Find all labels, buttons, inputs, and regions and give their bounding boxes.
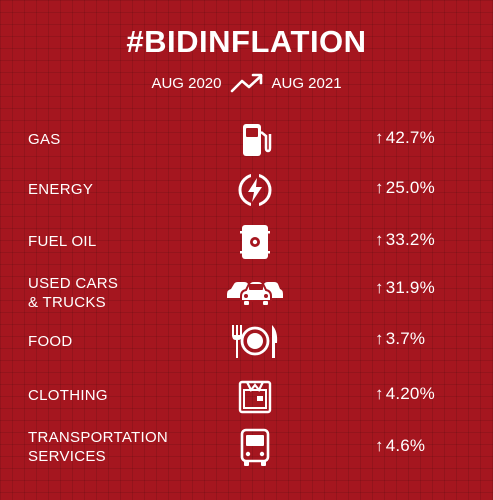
bus-icon bbox=[225, 428, 285, 468]
list-item: FOOD ↑ 3.7% bbox=[0, 320, 493, 362]
item-change: ↑ 33.2% bbox=[375, 230, 435, 250]
item-label: FUEL OIL bbox=[28, 233, 97, 250]
item-change: ↑ 4.6% bbox=[375, 436, 425, 456]
up-arrow-icon: ↑ bbox=[375, 128, 384, 147]
change-value: 3.7% bbox=[385, 329, 426, 348]
change-value: 31.9% bbox=[385, 278, 435, 297]
up-arrow-icon: ↑ bbox=[375, 384, 384, 403]
item-label: TRANSPORTATION SERVICES bbox=[28, 429, 169, 465]
list-item: USED CARS & TRUCKS ↑ 31.9% bbox=[0, 272, 493, 316]
cars-icon bbox=[225, 274, 285, 306]
list-item: TRANSPORTATION SERVICES ↑ 4.6% bbox=[0, 426, 493, 470]
list-item: FUEL OIL ↑ 33.2% bbox=[0, 222, 493, 262]
shirt-box-icon bbox=[225, 376, 285, 414]
from-date: AUG 2020 bbox=[151, 74, 222, 92]
to-date: AUG 2021 bbox=[271, 74, 342, 92]
item-label: USED CARS & TRUCKS bbox=[28, 275, 119, 311]
change-value: 42.7% bbox=[385, 128, 435, 147]
item-change: ↑ 4.20% bbox=[375, 384, 435, 404]
change-value: 33.2% bbox=[385, 230, 435, 249]
item-change: ↑ 25.0% bbox=[375, 178, 435, 198]
list-item: GAS ↑ 42.7% bbox=[0, 120, 493, 160]
gas-pump-icon bbox=[225, 120, 285, 160]
change-value: 25.0% bbox=[385, 178, 435, 197]
page-title: #BIDINFLATION bbox=[126, 24, 367, 59]
lightning-bolt-icon bbox=[225, 171, 285, 209]
item-label: CLOTHING bbox=[28, 387, 108, 404]
change-value: 4.6% bbox=[385, 436, 426, 455]
date-range: AUG 2020 AUG 2021 bbox=[0, 72, 493, 94]
up-arrow-icon: ↑ bbox=[375, 278, 384, 297]
item-label: ENERGY bbox=[28, 181, 94, 198]
up-arrow-icon: ↑ bbox=[375, 329, 384, 348]
item-label: GAS bbox=[28, 131, 61, 148]
item-change: ↑ 42.7% bbox=[375, 128, 435, 148]
item-label: FOOD bbox=[28, 333, 73, 350]
up-arrow-icon: ↑ bbox=[375, 230, 384, 249]
up-arrow-icon: ↑ bbox=[375, 178, 384, 197]
list-item: CLOTHING ↑ 4.20% bbox=[0, 374, 493, 416]
list-item: ENERGY ↑ 25.0% bbox=[0, 170, 493, 210]
change-value: 4.20% bbox=[385, 384, 435, 403]
trending-up-icon bbox=[230, 73, 262, 93]
up-arrow-icon: ↑ bbox=[375, 436, 384, 455]
fork-plate-knife-icon bbox=[225, 321, 285, 361]
item-change: ↑ 3.7% bbox=[375, 329, 425, 349]
item-change: ↑ 31.9% bbox=[375, 278, 435, 298]
oil-barrel-icon bbox=[225, 222, 285, 262]
